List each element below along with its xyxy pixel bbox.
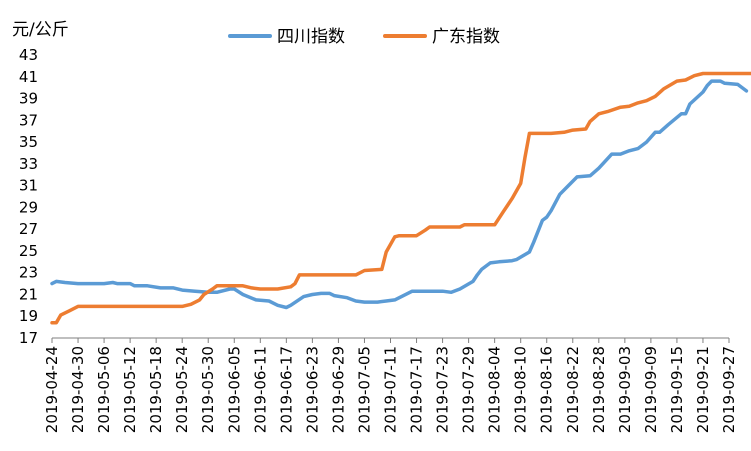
series-line-2 xyxy=(50,71,751,325)
x-tick-label: 2019-07-17 xyxy=(408,346,426,433)
x-tick-label: 2019-05-24 xyxy=(173,346,191,433)
y-tick-label: 29 xyxy=(19,198,38,216)
y-tick-label: 41 xyxy=(19,68,38,86)
y-tick-label: 37 xyxy=(19,111,38,129)
y-unit-label: 元/公斤 xyxy=(12,20,69,40)
x-tick-label: 2019-07-23 xyxy=(434,346,452,433)
x-tick-label: 2019-08-16 xyxy=(538,346,556,433)
x-tick-label: 2019-09-09 xyxy=(642,346,660,433)
y-axis: 17 19 21 23 25 27 29 31 33 35 37 39 41 43 xyxy=(19,46,38,347)
x-axis: 2019-04-24 2019-04-30 2019-05-06 2019-05-12… xyxy=(43,337,738,433)
x-tick-label: 2019-05-12 xyxy=(121,346,139,433)
x-tick-label: 2019-07-29 xyxy=(460,346,478,433)
x-tick-label: 2019-09-21 xyxy=(694,346,712,433)
x-tick-label: 2019-09-27 xyxy=(720,346,738,433)
series-layer xyxy=(50,71,751,325)
x-tick-label: 2019-04-30 xyxy=(69,346,87,433)
x-tick-label: 2019-06-23 xyxy=(303,346,321,433)
x-tick-label: 2019-06-29 xyxy=(329,346,347,433)
x-tick-label: 2019-05-30 xyxy=(199,346,217,433)
y-tick-label: 21 xyxy=(19,285,38,303)
y-tick-label: 35 xyxy=(19,133,38,151)
y-tick-label: 33 xyxy=(19,155,38,173)
x-tick-label: 2019-07-05 xyxy=(355,346,373,433)
y-tick-label: 19 xyxy=(19,307,38,325)
x-tick-label: 2019-08-22 xyxy=(564,346,582,433)
x-tick-label: 2019-07-11 xyxy=(382,346,400,433)
y-tick-label: 31 xyxy=(19,177,38,195)
y-tick-label: 27 xyxy=(19,220,38,238)
y-tick-label: 43 xyxy=(19,46,38,64)
legend-label: 广东指数 xyxy=(432,27,500,47)
x-tick-label: 2019-08-10 xyxy=(512,346,530,433)
x-tick-label: 2019-06-05 xyxy=(225,346,243,433)
legend-label: 四川指数 xyxy=(277,27,345,47)
legend: 四川指数 广东指数 xyxy=(228,27,500,47)
y-tick-label: 23 xyxy=(19,264,38,282)
x-tick-label: 2019-04-24 xyxy=(43,346,61,433)
x-tick-label: 2019-08-04 xyxy=(486,346,504,433)
y-tick-label: 25 xyxy=(19,242,38,260)
x-tick-label: 2019-09-15 xyxy=(668,346,686,433)
y-tick-label: 39 xyxy=(19,90,38,108)
series-line-1 xyxy=(50,79,749,310)
y-tick-label: 17 xyxy=(19,329,38,347)
x-tick-label: 2019-06-11 xyxy=(251,346,269,433)
x-tick-label: 2019-05-18 xyxy=(147,346,165,433)
x-tick-label: 2019-06-17 xyxy=(277,346,295,433)
x-tick-label: 2019-05-06 xyxy=(95,346,113,433)
x-tick-label: 2019-09-03 xyxy=(616,346,634,433)
x-tick-label: 2019-08-28 xyxy=(590,346,608,433)
